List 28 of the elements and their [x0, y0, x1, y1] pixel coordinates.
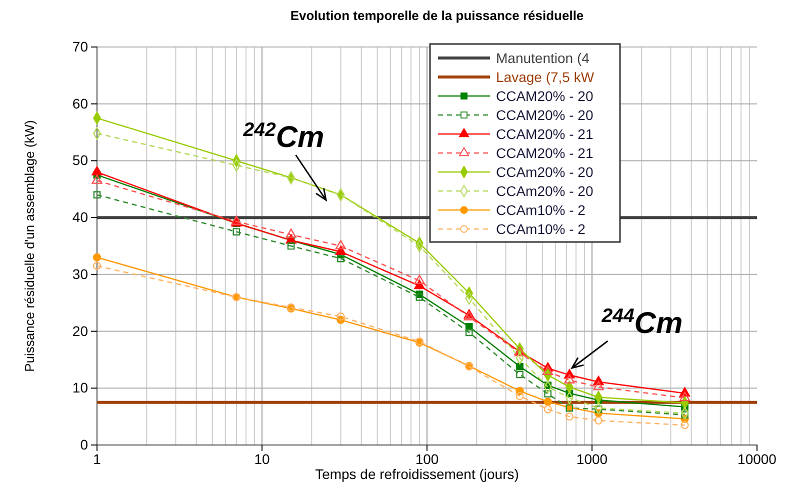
legend-label: CCAM20% - 21 [496, 145, 594, 161]
x-tick-label: 10 [254, 450, 270, 467]
legend-label: CCAM20% - 20 [496, 88, 594, 104]
legend-label: CCAM20% - 21 [496, 126, 594, 142]
annotation: $^{244}$Cm [600, 305, 683, 340]
x-tick-label: 10000 [738, 450, 777, 467]
legend-label: Lavage (7,5 kW [496, 69, 595, 85]
legend-label: CCAm20% - 20 [496, 183, 594, 199]
y-tick-label: 50 [72, 152, 88, 168]
x-axis-title: Temps de refroidissement (jours) [315, 466, 519, 482]
y-tick-label: 40 [72, 209, 88, 226]
annotation: $^{242}$Cm [242, 119, 324, 154]
y-tick-label: 0 [80, 436, 88, 452]
x-tick-label: 1 [93, 450, 102, 467]
y-tick-label: 20 [72, 322, 88, 339]
legend-label: CCAM20% - 20 [496, 107, 594, 123]
legend-label: CCAm10% - 2 [496, 221, 586, 237]
x-tick-label: 100 [415, 450, 439, 467]
chart-title: Evolution temporelle de la puissance résiduelle [290, 8, 584, 23]
y-tick-label: 60 [72, 95, 88, 112]
y-tick-label: 30 [72, 266, 88, 282]
legend-label: CCAm10% - 2 [496, 202, 586, 218]
legend-label: CCAm20% - 20 [496, 164, 594, 180]
y-axis-title: Puissance résiduelle d'un assemblage (kW) [22, 120, 37, 372]
x-tick-label: 1000 [576, 450, 608, 467]
y-tick-label: 10 [72, 380, 88, 396]
y-tick-label: 70 [72, 38, 88, 54]
legend-label: Manutention (4 [496, 50, 590, 66]
